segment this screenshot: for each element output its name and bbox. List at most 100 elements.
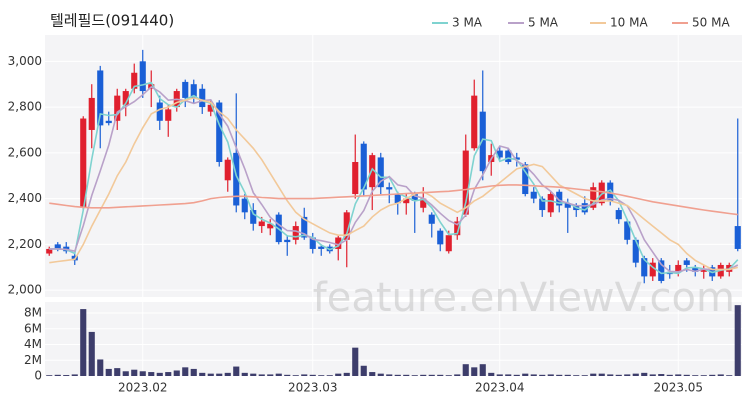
candle-body [386,187,393,190]
volume-bar [624,374,631,376]
candle-body [590,187,597,208]
volume-bar [122,371,129,376]
volume-tick-label: 0 [34,369,42,383]
candle-body [292,226,299,240]
volume-bar [360,365,367,376]
volume-bar [318,375,325,376]
volume-bar [46,375,53,376]
candle-body [539,198,546,211]
candle-body [309,237,316,249]
candle-body [734,226,741,249]
x-tick-label: 2023.03 [288,381,338,395]
ma-line [49,81,739,275]
candle-body [513,157,520,160]
candle-body [615,210,622,220]
volume-tick-label: 4M [24,337,42,351]
x-tick-label: 2023.02 [118,381,168,395]
volume-bar [675,374,682,376]
volume-bar [649,374,656,376]
volume-bar [556,374,563,376]
volume-bar [63,375,70,376]
volume-bar [386,374,393,376]
volume-bar [241,372,248,376]
volume-bar [581,375,588,376]
volume-bar [343,372,350,376]
volume-bar [139,371,146,376]
volume-bar [700,375,707,376]
volume-bar [522,373,529,376]
candle-body [496,150,503,158]
candle-body [233,152,240,206]
candle-body [683,260,690,265]
candle-body [505,150,512,162]
candle-body [284,239,291,243]
candle-body [182,81,189,98]
volume-bar [394,374,401,376]
candle-body [445,235,452,252]
volume-bar [97,359,104,376]
volume-bar [462,364,469,376]
ma-line [49,184,738,216]
volume-bar [632,373,639,376]
candle-body [360,143,367,190]
legend-label: 5 MA [528,16,559,30]
candle-body [105,120,112,124]
candle-body [522,164,529,195]
volume-bar [488,372,495,376]
ma-line [49,97,739,271]
volume-bar [420,374,427,376]
volume-bar [207,373,214,376]
volume-bar [173,370,180,376]
candle-body [267,223,274,229]
volume-bar [165,372,172,376]
volume-bar [190,368,197,376]
y-tick-label: 3,000 [8,54,42,68]
volume-bar [692,375,699,376]
candle-body [250,210,257,224]
candle-body [437,230,444,245]
volume-bar [717,374,724,376]
x-tick-label: 2023.05 [653,381,703,395]
candle-body [692,267,699,272]
candle-body [190,84,197,98]
y-tick-label: 2,200 [8,237,42,251]
candle-body [556,191,563,206]
y-tick-label: 2,600 [8,145,42,159]
volume-bar [233,366,240,376]
volume-bar [292,375,299,376]
volume-bar [80,309,87,376]
volume-bar [615,374,622,376]
candle-body [165,109,172,121]
watermark: feature.enViewV.com [313,275,735,321]
volume-bar [666,374,673,376]
candle-body [377,157,384,188]
candle-body [199,88,206,108]
volume-bar [250,373,257,376]
volume-bar [496,374,503,376]
candle-body [156,102,163,121]
volume-bar [216,373,223,376]
volume-bar [352,347,359,376]
volume-panel [45,302,742,376]
y-tick-label: 2,000 [8,283,42,297]
candle-body [428,214,435,224]
volume-bar [267,374,274,376]
candle-body [624,221,631,240]
candle-body [241,198,248,213]
volume-bar [284,374,291,376]
volume-bar [547,374,554,376]
candle-body [122,91,129,105]
volume-bar [479,364,486,376]
volume-bar [411,375,418,376]
volume-bar [131,369,138,376]
volume-bar [607,374,614,376]
volume-bar [734,305,741,376]
candle-body [411,194,418,201]
volume-bar [258,374,265,376]
volume-bar [539,374,546,376]
candle-body [700,269,707,272]
volume-bar [564,374,571,376]
candle-body [403,198,410,204]
volume-bar [403,374,410,376]
